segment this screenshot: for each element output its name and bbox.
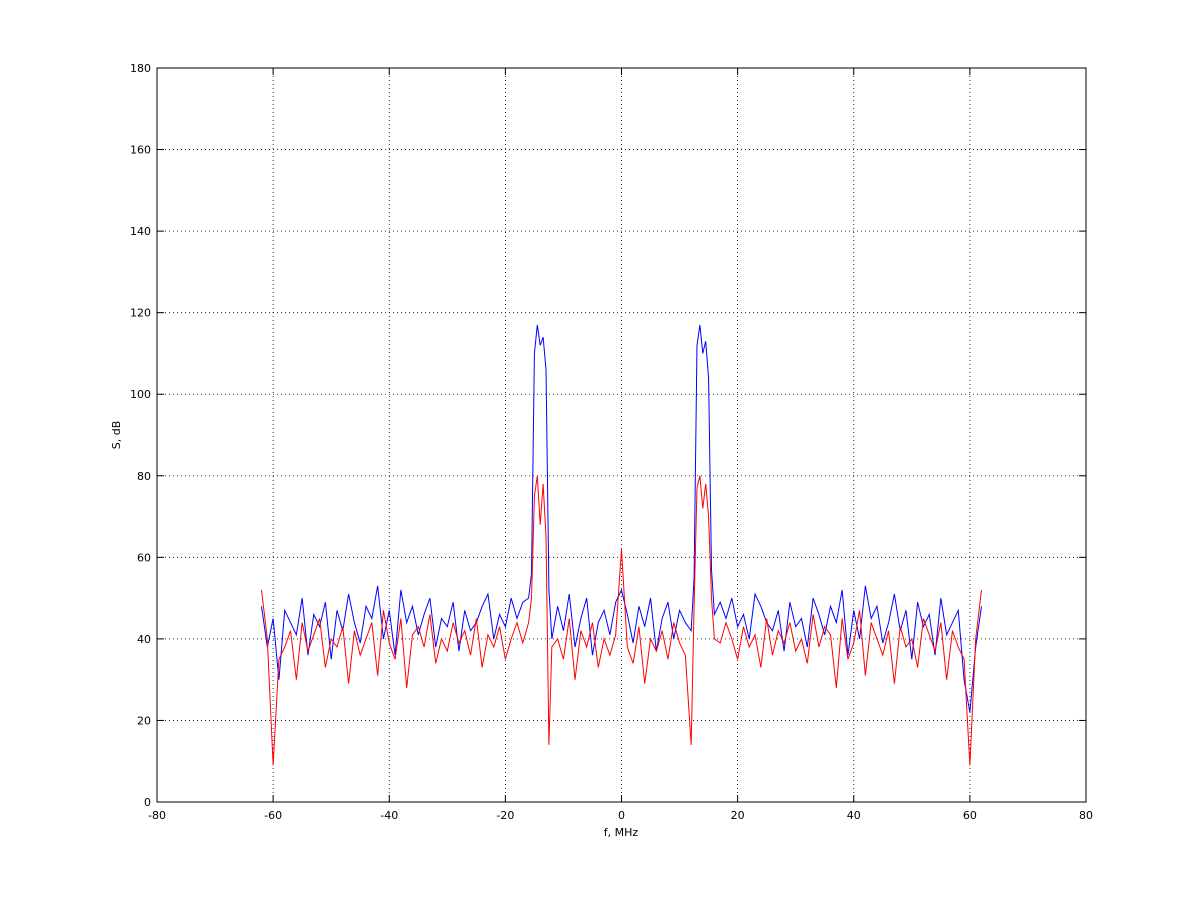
x-tick-label: 0	[618, 809, 625, 822]
y-tick-label: 180	[130, 62, 151, 75]
x-tick-label: -80	[148, 809, 166, 822]
y-tick-label: 140	[130, 225, 151, 238]
y-tick-label: 160	[130, 144, 151, 157]
x-axis-label: f, MHz	[604, 826, 639, 839]
y-axis-label: S, dB	[110, 421, 123, 450]
y-tick-label: 20	[137, 714, 151, 727]
y-tick-label: 40	[137, 633, 151, 646]
series-line	[261, 324, 982, 713]
x-tick-label: 40	[847, 809, 861, 822]
series-line	[261, 475, 982, 766]
x-tick-label: -40	[380, 809, 398, 822]
y-tick-label: 60	[137, 551, 151, 564]
x-tick-label: -60	[264, 809, 282, 822]
y-tick-label: 0	[144, 796, 151, 809]
y-tick-label: 120	[130, 307, 151, 320]
y-tick-label: 100	[130, 388, 151, 401]
plot-frame	[156, 67, 1087, 803]
y-tick-label: 80	[137, 470, 151, 483]
x-tick-label: 20	[731, 809, 745, 822]
x-tick-label: -20	[496, 809, 514, 822]
x-tick-label: 60	[963, 809, 977, 822]
x-tick-label: 80	[1079, 809, 1093, 822]
